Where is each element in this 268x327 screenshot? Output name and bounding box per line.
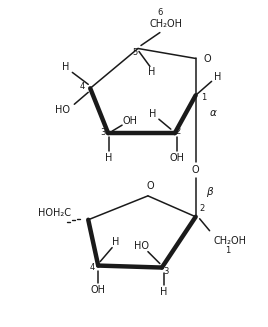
Text: O: O <box>204 54 211 64</box>
Text: H: H <box>112 237 120 247</box>
Text: 4: 4 <box>80 82 85 91</box>
Text: 6: 6 <box>157 8 163 17</box>
Text: OH: OH <box>91 285 106 296</box>
Text: 4: 4 <box>90 263 95 272</box>
Text: H: H <box>148 67 156 77</box>
Text: OH: OH <box>122 116 137 126</box>
Text: O: O <box>192 165 199 175</box>
Text: 1: 1 <box>201 93 206 102</box>
Text: β: β <box>206 187 213 197</box>
Text: H: H <box>214 72 221 82</box>
Text: O: O <box>146 181 154 191</box>
Text: H: H <box>149 109 157 119</box>
Text: CH₂OH: CH₂OH <box>149 19 182 28</box>
Text: H: H <box>160 287 168 298</box>
Text: OH: OH <box>169 153 184 163</box>
Text: 3: 3 <box>163 267 169 276</box>
Text: H: H <box>105 153 113 163</box>
Text: CH₂OH: CH₂OH <box>214 236 247 246</box>
Text: 2: 2 <box>175 127 180 136</box>
Text: α: α <box>210 108 217 118</box>
Text: 2: 2 <box>199 204 204 213</box>
Text: HO: HO <box>135 241 150 251</box>
Text: HOH₂C: HOH₂C <box>38 208 71 218</box>
Text: 1: 1 <box>225 246 230 255</box>
Text: 5: 5 <box>132 48 138 57</box>
Text: 3: 3 <box>100 128 106 137</box>
Text: H: H <box>62 62 69 72</box>
Text: HO: HO <box>55 105 70 115</box>
